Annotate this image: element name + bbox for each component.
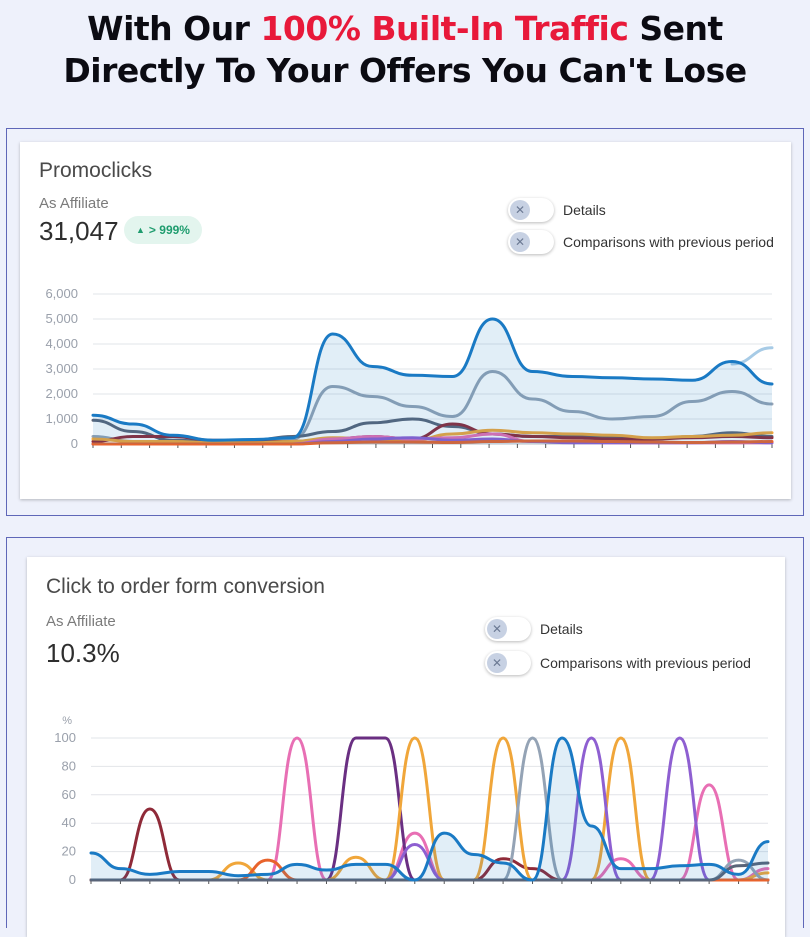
y-tick-label: 80 — [62, 758, 76, 773]
y-tick-label: 1,000 — [45, 411, 78, 426]
growth-badge: ▲ > 999% — [124, 216, 202, 244]
toggle-label: Details — [563, 202, 606, 218]
series-line — [89, 736, 770, 882]
y-tick-label: 0 — [69, 872, 76, 887]
headline-line-2: Directly To Your Offers You Can't Lose — [63, 51, 747, 90]
headline-text: With Our — [87, 9, 261, 48]
y-tick-label: 5,000 — [45, 311, 78, 326]
comparison-toggle-row[interactable]: ✕ Comparisons with previous period — [485, 651, 751, 675]
toggle-label: Comparisons with previous period — [563, 234, 774, 250]
card-subtitle: As Affiliate — [46, 613, 116, 630]
details-toggle[interactable]: ✕ — [508, 198, 554, 222]
series-area — [91, 738, 768, 880]
y-tick-label: 0 — [71, 436, 78, 451]
y-axis-label: % — [62, 715, 72, 727]
headline-text: Sent — [628, 9, 723, 48]
headline: With Our 100% Built-In Traffic Sent Dire… — [0, 8, 810, 92]
details-toggle-row[interactable]: ✕ Details — [508, 198, 606, 222]
series-line — [91, 439, 774, 446]
card-title: Promoclicks — [39, 159, 153, 182]
headline-line-1: With Our 100% Built-In Traffic Sent — [0, 8, 810, 50]
close-icon: ✕ — [487, 619, 507, 639]
series-line — [89, 861, 770, 882]
y-tick-label: 4,000 — [45, 336, 78, 351]
y-tick-label: 6,000 — [45, 286, 78, 301]
promoclicks-card: Promoclicks As Affiliate 31,047 ▲ > 999%… — [20, 142, 791, 499]
toggle-label: Comparisons with previous period — [540, 655, 751, 671]
close-icon: ✕ — [487, 653, 507, 673]
series-area — [93, 319, 772, 444]
y-tick-label: 100 — [54, 730, 76, 745]
details-toggle[interactable]: ✕ — [485, 617, 531, 641]
conversion-panel: Click to order form conversion As Affili… — [6, 537, 804, 937]
comparison-toggle[interactable]: ✕ — [508, 230, 554, 254]
close-icon: ✕ — [510, 200, 530, 220]
badge-label: > 999% — [148, 223, 190, 237]
conversion-chart: 100 80 60 40 20 0% — [54, 715, 770, 887]
y-tick-label: 3,000 — [45, 361, 78, 376]
y-tick-label: 2,000 — [45, 386, 78, 401]
series-line — [91, 317, 774, 442]
promoclicks-panel: Promoclicks As Affiliate 31,047 ▲ > 999%… — [6, 128, 804, 516]
comparison-toggle[interactable]: ✕ — [485, 651, 531, 675]
card-subtitle: As Affiliate — [39, 195, 109, 212]
series-line — [730, 346, 774, 366]
promoclicks-value: 31,047 — [39, 216, 119, 246]
promoclicks-chart: 6,000 5,000 4,000 3,000 2,000 1,000 0 — [45, 286, 774, 451]
toggle-label: Details — [540, 621, 583, 637]
details-toggle-row[interactable]: ✕ Details — [485, 617, 583, 641]
conversion-value: 10.3% — [46, 638, 120, 668]
card-title: Click to order form conversion — [46, 575, 325, 598]
y-tick-label: 40 — [62, 815, 76, 830]
y-tick-label: 20 — [62, 844, 76, 859]
arrow-up-icon: ▲ — [136, 225, 145, 235]
close-icon: ✕ — [510, 232, 530, 252]
comparison-toggle-row[interactable]: ✕ Comparisons with previous period — [508, 230, 774, 254]
conversion-card: Click to order form conversion As Affili… — [27, 557, 785, 937]
y-tick-label: 60 — [62, 787, 76, 802]
headline-accent-text: 100% Built-In Traffic — [260, 9, 629, 48]
